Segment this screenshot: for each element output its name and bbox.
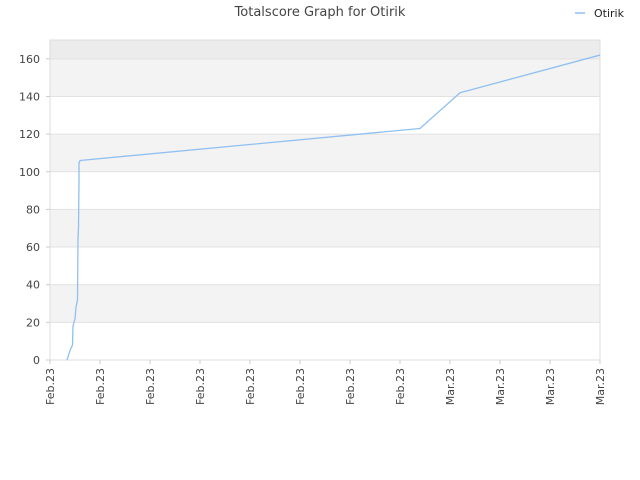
y-axis: 0 20 40 60 80 100 120 140 160 — [19, 53, 50, 367]
y-tick-label: 140 — [19, 90, 40, 103]
x-tick-label: Feb.23 — [44, 368, 57, 405]
grid-bands — [50, 40, 600, 323]
x-axis: Feb.23 Feb.23 Feb.23 Feb.23 Feb.23 Feb.23 Feb.… — [44, 360, 607, 405]
x-tick-label: Mar.23 — [444, 368, 457, 405]
series-layer — [66, 54, 601, 361]
x-tick-label: Mar.23 — [494, 368, 507, 405]
grid-band — [50, 134, 600, 172]
x-tick-label: Feb.23 — [394, 368, 407, 405]
x-tick-label: Feb.23 — [94, 368, 107, 405]
y-tick-label: 100 — [19, 166, 40, 179]
grid-band — [50, 58, 600, 97]
y-tick-label: 20 — [26, 316, 40, 329]
y-tick-label: 60 — [26, 241, 40, 254]
y-tick-label: 80 — [26, 203, 40, 216]
y-tick-label: 40 — [26, 279, 40, 292]
legend[interactable]: Otirik — [575, 7, 625, 20]
x-tick-label: Feb.23 — [344, 368, 357, 405]
x-tick-label: Feb.23 — [194, 368, 207, 405]
x-tick-label: Feb.23 — [294, 368, 307, 405]
x-tick-label: Mar.23 — [544, 368, 557, 405]
series-line-otirik — [66, 54, 601, 361]
x-tick-label: Feb.23 — [144, 368, 157, 405]
grid-band — [50, 284, 600, 323]
y-tick-label: 160 — [19, 53, 40, 66]
grid-band — [50, 209, 600, 248]
legend-label-otirik: Otirik — [594, 7, 625, 20]
y-tick-label: 120 — [19, 128, 40, 141]
y-tick-label: 0 — [33, 354, 40, 367]
x-tick-label: Mar.23 — [594, 368, 607, 405]
grid-band — [50, 40, 600, 59]
chart-title: Totalscore Graph for Otirik — [234, 5, 406, 20]
x-tick-label: Feb.23 — [244, 368, 257, 405]
plot-area — [49, 39, 601, 361]
